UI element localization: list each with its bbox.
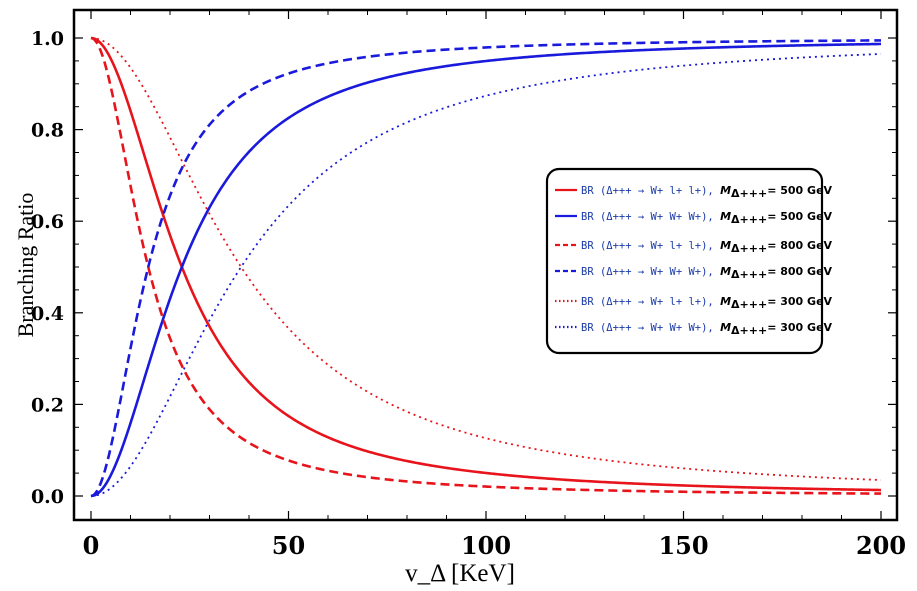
- y-tick-label: 1.0: [31, 28, 64, 50]
- legend-label: BR (Δ+++ → W+ l+ l+), MΔ+++= 800 GeV: [581, 239, 833, 255]
- legend-label: BR (Δ+++ → W+ W+ W+), MΔ+++= 300 GeV: [581, 321, 833, 337]
- x-tick-label: 200: [856, 531, 906, 560]
- series-line-1: [90, 42, 882, 498]
- series-line-4: [90, 37, 882, 481]
- legend-mass-subscript: Δ+++: [731, 268, 767, 281]
- series-line-3: [90, 39, 882, 498]
- legend-label: BR (Δ+++ → W+ l+ l+), MΔ+++= 500 GeV: [581, 184, 833, 200]
- legend-label: BR (Δ+++ → W+ l+ l+), MΔ+++= 300 GeV: [581, 295, 833, 311]
- legend-mass-symbol: M: [720, 321, 731, 334]
- legend-mass-value: = 300 GeV: [767, 321, 832, 334]
- y-tick-label: 0.0: [31, 486, 64, 508]
- x-tick-label: 150: [658, 531, 708, 560]
- legend-mass-value: = 500 GeV: [767, 184, 832, 197]
- legend-label: BR (Δ+++ → W+ W+ W+), MΔ+++= 800 GeV: [581, 265, 833, 281]
- y-tick-label: 0.2: [31, 394, 64, 416]
- legend-mass-subscript: Δ+++: [731, 242, 767, 255]
- x-tick-label: 100: [461, 531, 511, 560]
- y-tick-label: 0.6: [31, 211, 64, 233]
- legend-mass-subscript: Δ+++: [731, 298, 767, 311]
- x-tick-label: 50: [272, 531, 305, 560]
- legend-mass-symbol: M: [720, 265, 731, 278]
- y-axis-title: Branching Ratio: [13, 193, 38, 338]
- legend: BR (Δ+++ → W+ l+ l+), MΔ+++= 500 GeV BR (…: [545, 167, 833, 355]
- series-line-0: [90, 36, 882, 492]
- legend-mass-symbol: M: [720, 239, 731, 252]
- legend-mass-subscript: Δ+++: [731, 187, 767, 200]
- legend-mass-subscript: Δ+++: [731, 213, 767, 226]
- legend-mass-symbol: M: [720, 295, 731, 308]
- x-axis-title: v_Δ [KeV]: [405, 560, 515, 587]
- series-line-2: [90, 36, 882, 495]
- legend-mass-symbol: M: [720, 184, 731, 197]
- legend-mass-symbol: M: [720, 210, 731, 223]
- legend-box: [545, 167, 824, 355]
- legend-label: BR (Δ+++ → W+ W+ W+), MΔ+++= 500 GeV: [581, 210, 833, 226]
- legend-mass-value: = 500 GeV: [767, 210, 832, 223]
- axis-ticks: [74, 10, 897, 520]
- legend-mass-value: = 800 GeV: [767, 239, 832, 252]
- series-curves: [90, 36, 882, 498]
- y-tick-label: 0.8: [31, 120, 64, 142]
- tick-labels: 0 50 100 150 200 0.0 0.2 0.4 0.6 0.8 1.0: [31, 28, 906, 560]
- y-tick-label: 0.4: [31, 303, 64, 325]
- legend-mass-value: = 800 GeV: [767, 265, 832, 278]
- legend-mass-subscript: Δ+++: [731, 324, 767, 337]
- x-tick-label: 0: [83, 531, 100, 560]
- series-line-5: [90, 53, 882, 497]
- legend-mass-value: = 300 GeV: [767, 295, 832, 308]
